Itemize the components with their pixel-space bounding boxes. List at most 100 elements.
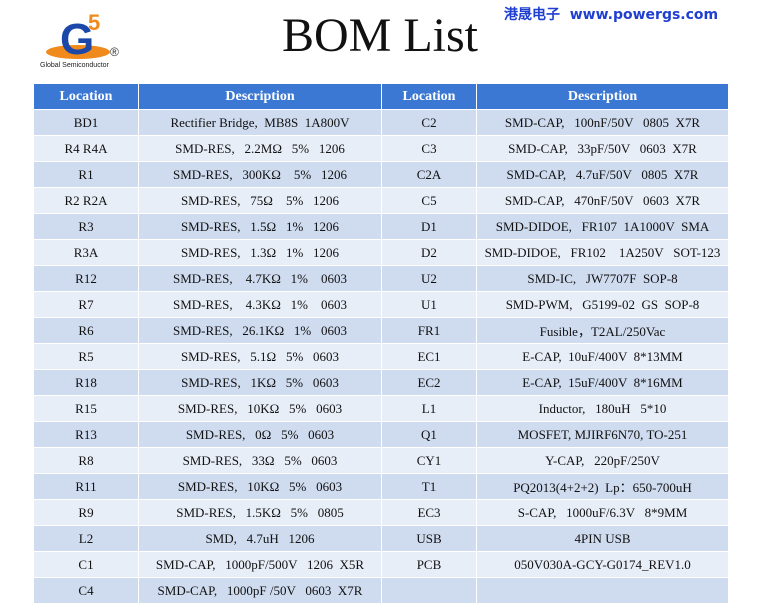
table-cell: R8 [33, 447, 139, 474]
table-cell: S-CAP, 1000uF/6.3V 8*9MM [476, 499, 729, 526]
table-cell: SMD, 4.7uH 1206 [138, 525, 382, 552]
table-cell: SMD-DIDOE, FR107 1A1000V SMA [476, 213, 729, 240]
table-cell: C4 [33, 577, 139, 604]
table-cell: SMD-RES, 4.3KΩ 1% 0603 [138, 291, 382, 318]
table-row: R9 SMD-RES, 1.5KΩ 5% 0805 EC3 S-CAP, 1000uF… [33, 499, 729, 526]
table-cell: SMD-RES, 33Ω 5% 0603 [138, 447, 382, 474]
table-cell: SMD-PWM, G5199-02 GS SOP-8 [476, 291, 729, 318]
logo-mark: G [60, 15, 94, 64]
table-row: R12 SMD-RES, 4.7KΩ 1% 0603 U2 SMD-IC, JW770… [33, 265, 729, 292]
table-row: R5 SMD-RES, 5.1Ω 5% 0603 EC1 E-CAP, 10uF/40… [33, 343, 729, 370]
empty-cell [381, 577, 477, 604]
table-cell: SMD-RES, 10KΩ 5% 0603 [138, 395, 382, 422]
table-cell: R6 [33, 317, 139, 344]
table-cell: Q1 [381, 421, 477, 448]
logo-superscript: 5 [88, 10, 100, 35]
table-cell: SMD-RES, 26.1KΩ 1% 0603 [138, 317, 382, 344]
table-cell: R4 R4A [33, 135, 139, 162]
table-cell: R1 [33, 161, 139, 188]
table-cell: PQ2013(4+2+2) Lp：650-700uH [476, 473, 729, 500]
table-body: BD1 Rectifier Bridge, MB8S 1A800V C2 SMD-CA… [33, 109, 729, 604]
table-cell: USB [381, 525, 477, 552]
table-cell: SMD-RES, 1.5KΩ 5% 0805 [138, 499, 382, 526]
table-cell: R12 [33, 265, 139, 292]
table-cell: SMD-DIDOE, FR102 1A250V SOT-123 [476, 239, 729, 266]
logo-swoosh [46, 45, 110, 59]
table-row: R13 SMD-RES, 0Ω 5% 0603 Q1 MOSFET, MJIRF6N7… [33, 421, 729, 448]
table-cell: SMD-CAP, 100nF/50V 0805 X7R [476, 109, 729, 136]
table-cell: FR1 [381, 317, 477, 344]
table-cell: C5 [381, 187, 477, 214]
table-cell: R9 [33, 499, 139, 526]
table-cell: D1 [381, 213, 477, 240]
table-cell: R3A [33, 239, 139, 266]
table-row: R1 SMD-RES, 300KΩ 5% 1206 C2A SMD-CAP, 4.7u… [33, 161, 729, 188]
table-cell: C3 [381, 135, 477, 162]
table-cell: R18 [33, 369, 139, 396]
table-cell: C2 [381, 109, 477, 136]
logo-caption: Global Semiconductor [40, 62, 109, 69]
table-cell: SMD-CAP, 33pF/50V 0603 X7R [476, 135, 729, 162]
table-row: R4 R4A SMD-RES, 2.2MΩ 5% 1206 C3 SMD-CAP, 3… [33, 135, 729, 162]
table-cell: SMD-RES, 2.2MΩ 5% 1206 [138, 135, 382, 162]
table-cell: Rectifier Bridge, MB8S 1A800V [138, 109, 382, 136]
table-cell: SMD-RES, 0Ω 5% 0603 [138, 421, 382, 448]
table-row: R11 SMD-RES, 10KΩ 5% 0603 T1 PQ2013(4+2+2) … [33, 473, 729, 500]
table-cell: SMD-CAP, 1000pF/500V 1206 X5R [138, 551, 382, 578]
table-cell: EC3 [381, 499, 477, 526]
header-row: Location Description Location Description [33, 83, 729, 110]
logo: G 5 ® [46, 10, 119, 64]
table-row: R8 SMD-RES, 33Ω 5% 0603 CY1 Y-CAP, 220pF/25… [33, 447, 729, 474]
table-cell: SMD-RES, 75Ω 5% 1206 [138, 187, 382, 214]
table-cell: BD1 [33, 109, 139, 136]
table-cell: SMD-RES, 4.7KΩ 1% 0603 [138, 265, 382, 292]
table-cell: D2 [381, 239, 477, 266]
table-cell: R7 [33, 291, 139, 318]
table-row: BD1 Rectifier Bridge, MB8S 1A800V C2 SMD-CA… [33, 109, 729, 136]
table-row: C4 SMD-CAP, 1000pF /50V 0603 X7R [33, 577, 729, 604]
title: BOM List [281, 9, 479, 62]
table-cell: EC2 [381, 369, 477, 396]
table-cell: R11 [33, 473, 139, 500]
table-cell: T1 [381, 473, 477, 500]
column-header: Location [33, 83, 139, 110]
table-cell: R15 [33, 395, 139, 422]
table-row: L2 SMD, 4.7uH 1206 USB 4PIN USB [33, 525, 729, 552]
table-cell: Inductor, 180uH 5*10 [476, 395, 729, 422]
site-link: 港晟电子 www.powergs.com [504, 7, 719, 23]
table-cell: L2 [33, 525, 139, 552]
table-cell: PCB [381, 551, 477, 578]
table-cell: 050V030A-GCY-G0174_REV1.0 [476, 551, 729, 578]
table-cell: SMD-IC, JW7707F SOP-8 [476, 265, 729, 292]
table-cell: SMD-CAP, 470nF/50V 0603 X7R [476, 187, 729, 214]
table-cell: L1 [381, 395, 477, 422]
table-cell: U2 [381, 265, 477, 292]
table-cell: SMD-RES, 1.3Ω 1% 1206 [138, 239, 382, 266]
table-cell: C2A [381, 161, 477, 188]
table-cell: R2 R2A [33, 187, 139, 214]
table-cell: SMD-RES, 10KΩ 5% 0603 [138, 473, 382, 500]
table-row: R2 R2A SMD-RES, 75Ω 5% 1206 C5 SMD-CAP, 470… [33, 187, 729, 214]
table-row: R15 SMD-RES, 10KΩ 5% 0603 L1 Inductor, 180u… [33, 395, 729, 422]
table-cell: SMD-CAP, 4.7uF/50V 0805 X7R [476, 161, 729, 188]
table-cell: SMD-RES, 1.5Ω 1% 1206 [138, 213, 382, 240]
table-row: R6 SMD-RES, 26.1KΩ 1% 0603 FR1 Fusible，T2AL… [33, 317, 729, 344]
logo-registered: ® [110, 45, 119, 59]
table-cell: MOSFET, MJIRF6N70, TO-251 [476, 421, 729, 448]
table-cell: C1 [33, 551, 139, 578]
table-cell: E-CAP, 15uF/400V 8*16MM [476, 369, 729, 396]
table-cell: SMD-RES, 1KΩ 5% 0603 [138, 369, 382, 396]
table-row: R3A SMD-RES, 1.3Ω 1% 1206 D2 SMD-DIDOE, FR1… [33, 239, 729, 266]
table-cell: SMD-CAP, 1000pF /50V 0603 X7R [138, 577, 382, 604]
table-cell: SMD-RES, 300KΩ 5% 1206 [138, 161, 382, 188]
empty-cell [476, 577, 729, 604]
table-cell: R5 [33, 343, 139, 370]
table-row: R18 SMD-RES, 1KΩ 5% 0603 EC2 E-CAP, 15uF/40… [33, 369, 729, 396]
table-cell: R3 [33, 213, 139, 240]
table-cell: Fusible，T2AL/250Vac [476, 317, 729, 344]
table-cell: 4PIN USB [476, 525, 729, 552]
bom-table: Location Description Location Description B… [33, 83, 729, 604]
table-row: R3 SMD-RES, 1.5Ω 1% 1206 D1 SMD-DIDOE, FR10… [33, 213, 729, 240]
table-row: C1 SMD-CAP, 1000pF/500V 1206 X5R PCB 050V03… [33, 551, 729, 578]
